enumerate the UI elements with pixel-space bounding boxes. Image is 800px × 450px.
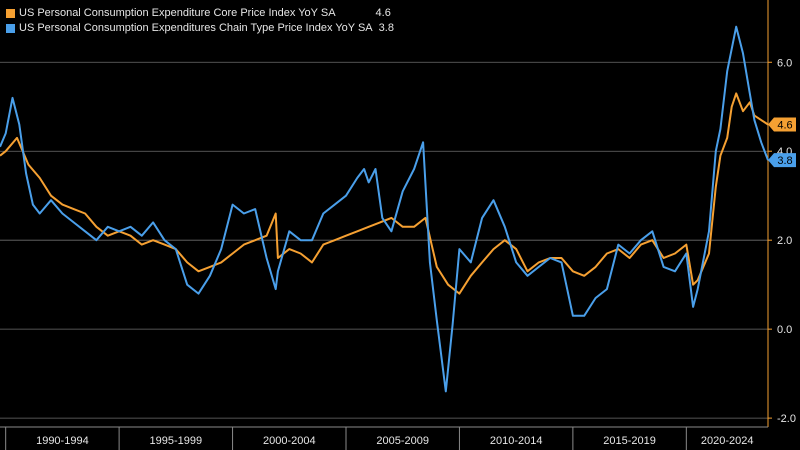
last-value-marker-headline-pce: 3.8 — [768, 153, 796, 168]
gridlines — [0, 61, 768, 419]
marker-value-label: 3.8 — [777, 155, 792, 167]
x-tick-label: 2010-2014 — [490, 435, 543, 447]
legend-last-value: 3.8 — [378, 22, 394, 34]
marker-shape — [768, 153, 796, 168]
x-tick-label: 2000-2004 — [263, 435, 316, 447]
marker-shape — [768, 117, 796, 132]
series-line-headline-pce — [0, 25, 769, 393]
marker-value-label: 4.6 — [777, 120, 792, 132]
x-tick-label: 1990-1994 — [36, 435, 89, 447]
y-tick-label: 2.0 — [777, 235, 792, 247]
legend-swatch-headline-pce — [6, 24, 15, 33]
x-tick-label: 2005-2009 — [376, 435, 429, 447]
series-line-core-pce — [0, 92, 769, 295]
legend-last-value: 4.6 — [375, 7, 391, 19]
legend: US Personal Consumption Expenditure Core… — [6, 6, 394, 36]
legend-swatch-core-pce — [6, 9, 15, 18]
legend-item-headline-pce[interactable]: US Personal Consumption Expenditures Cha… — [6, 21, 394, 36]
y-tick-label: 6.0 — [777, 57, 792, 69]
last-value-markers: 4.6 3.8 — [768, 117, 796, 168]
x-tick-label: 2020-2024 — [701, 435, 754, 447]
x-tick-label: 1995-1999 — [150, 435, 203, 447]
y-tick-label: 0.0 — [777, 324, 792, 336]
series-lines — [0, 25, 769, 393]
last-value-marker-core-pce: 4.6 — [768, 117, 796, 132]
x-tick-label: 2015-2019 — [603, 435, 656, 447]
legend-item-core-pce[interactable]: US Personal Consumption Expenditure Core… — [6, 6, 394, 21]
legend-label: US Personal Consumption Expenditures Cha… — [19, 22, 373, 34]
legend-label: US Personal Consumption Expenditure Core… — [19, 7, 336, 19]
y-tick-label: -2.0 — [777, 413, 796, 425]
